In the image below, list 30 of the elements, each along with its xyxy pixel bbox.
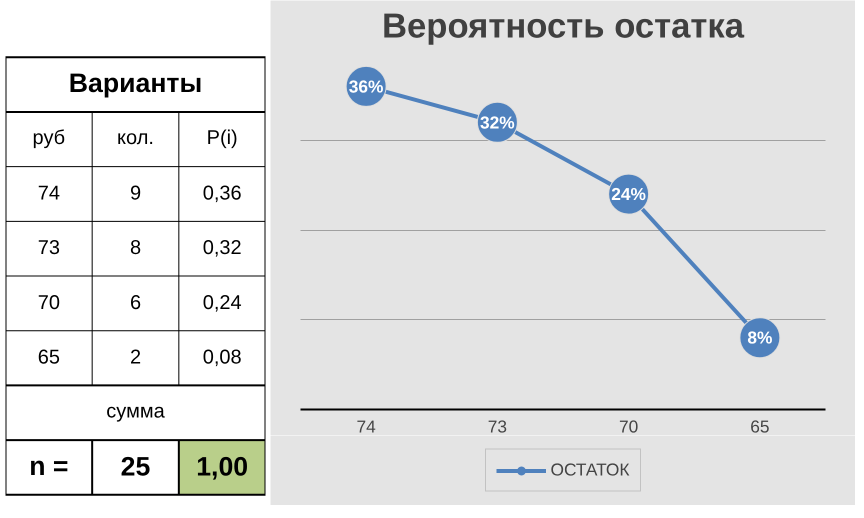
text: 0,36 <box>202 182 242 205</box>
data-label: 8% <box>747 328 772 348</box>
chart-title: Вероятность остатка <box>382 8 745 46</box>
text: кол. <box>117 126 154 149</box>
text: 73 <box>38 237 60 260</box>
text: 6 <box>130 292 142 314</box>
text: 1,00 <box>196 451 248 482</box>
text: P(i) <box>206 126 238 149</box>
x-tick-label: 73 <box>488 416 508 436</box>
text: 65 <box>38 346 60 369</box>
x-tick-label: 74 <box>356 416 376 436</box>
data-label: 32% <box>480 112 515 132</box>
text: 0,32 <box>202 237 242 260</box>
text: 25 <box>120 451 150 482</box>
text: сумма <box>106 400 166 422</box>
data-label: 36% <box>348 76 384 96</box>
text: 8 <box>130 237 142 260</box>
data-label: 24% <box>611 184 646 204</box>
text: 2 <box>130 346 142 369</box>
text: Варианты <box>68 68 202 98</box>
text: 70 <box>38 292 60 314</box>
x-tick-label: 70 <box>618 416 638 436</box>
text: 9 <box>130 182 142 205</box>
legend-label: ОСТАТОК <box>550 460 630 480</box>
text: 0,24 <box>202 292 242 314</box>
text: 0,08 <box>202 346 242 369</box>
text: руб <box>32 126 66 149</box>
text: n = <box>29 450 68 481</box>
text: 74 <box>38 182 60 205</box>
x-tick-label: 65 <box>750 416 770 436</box>
